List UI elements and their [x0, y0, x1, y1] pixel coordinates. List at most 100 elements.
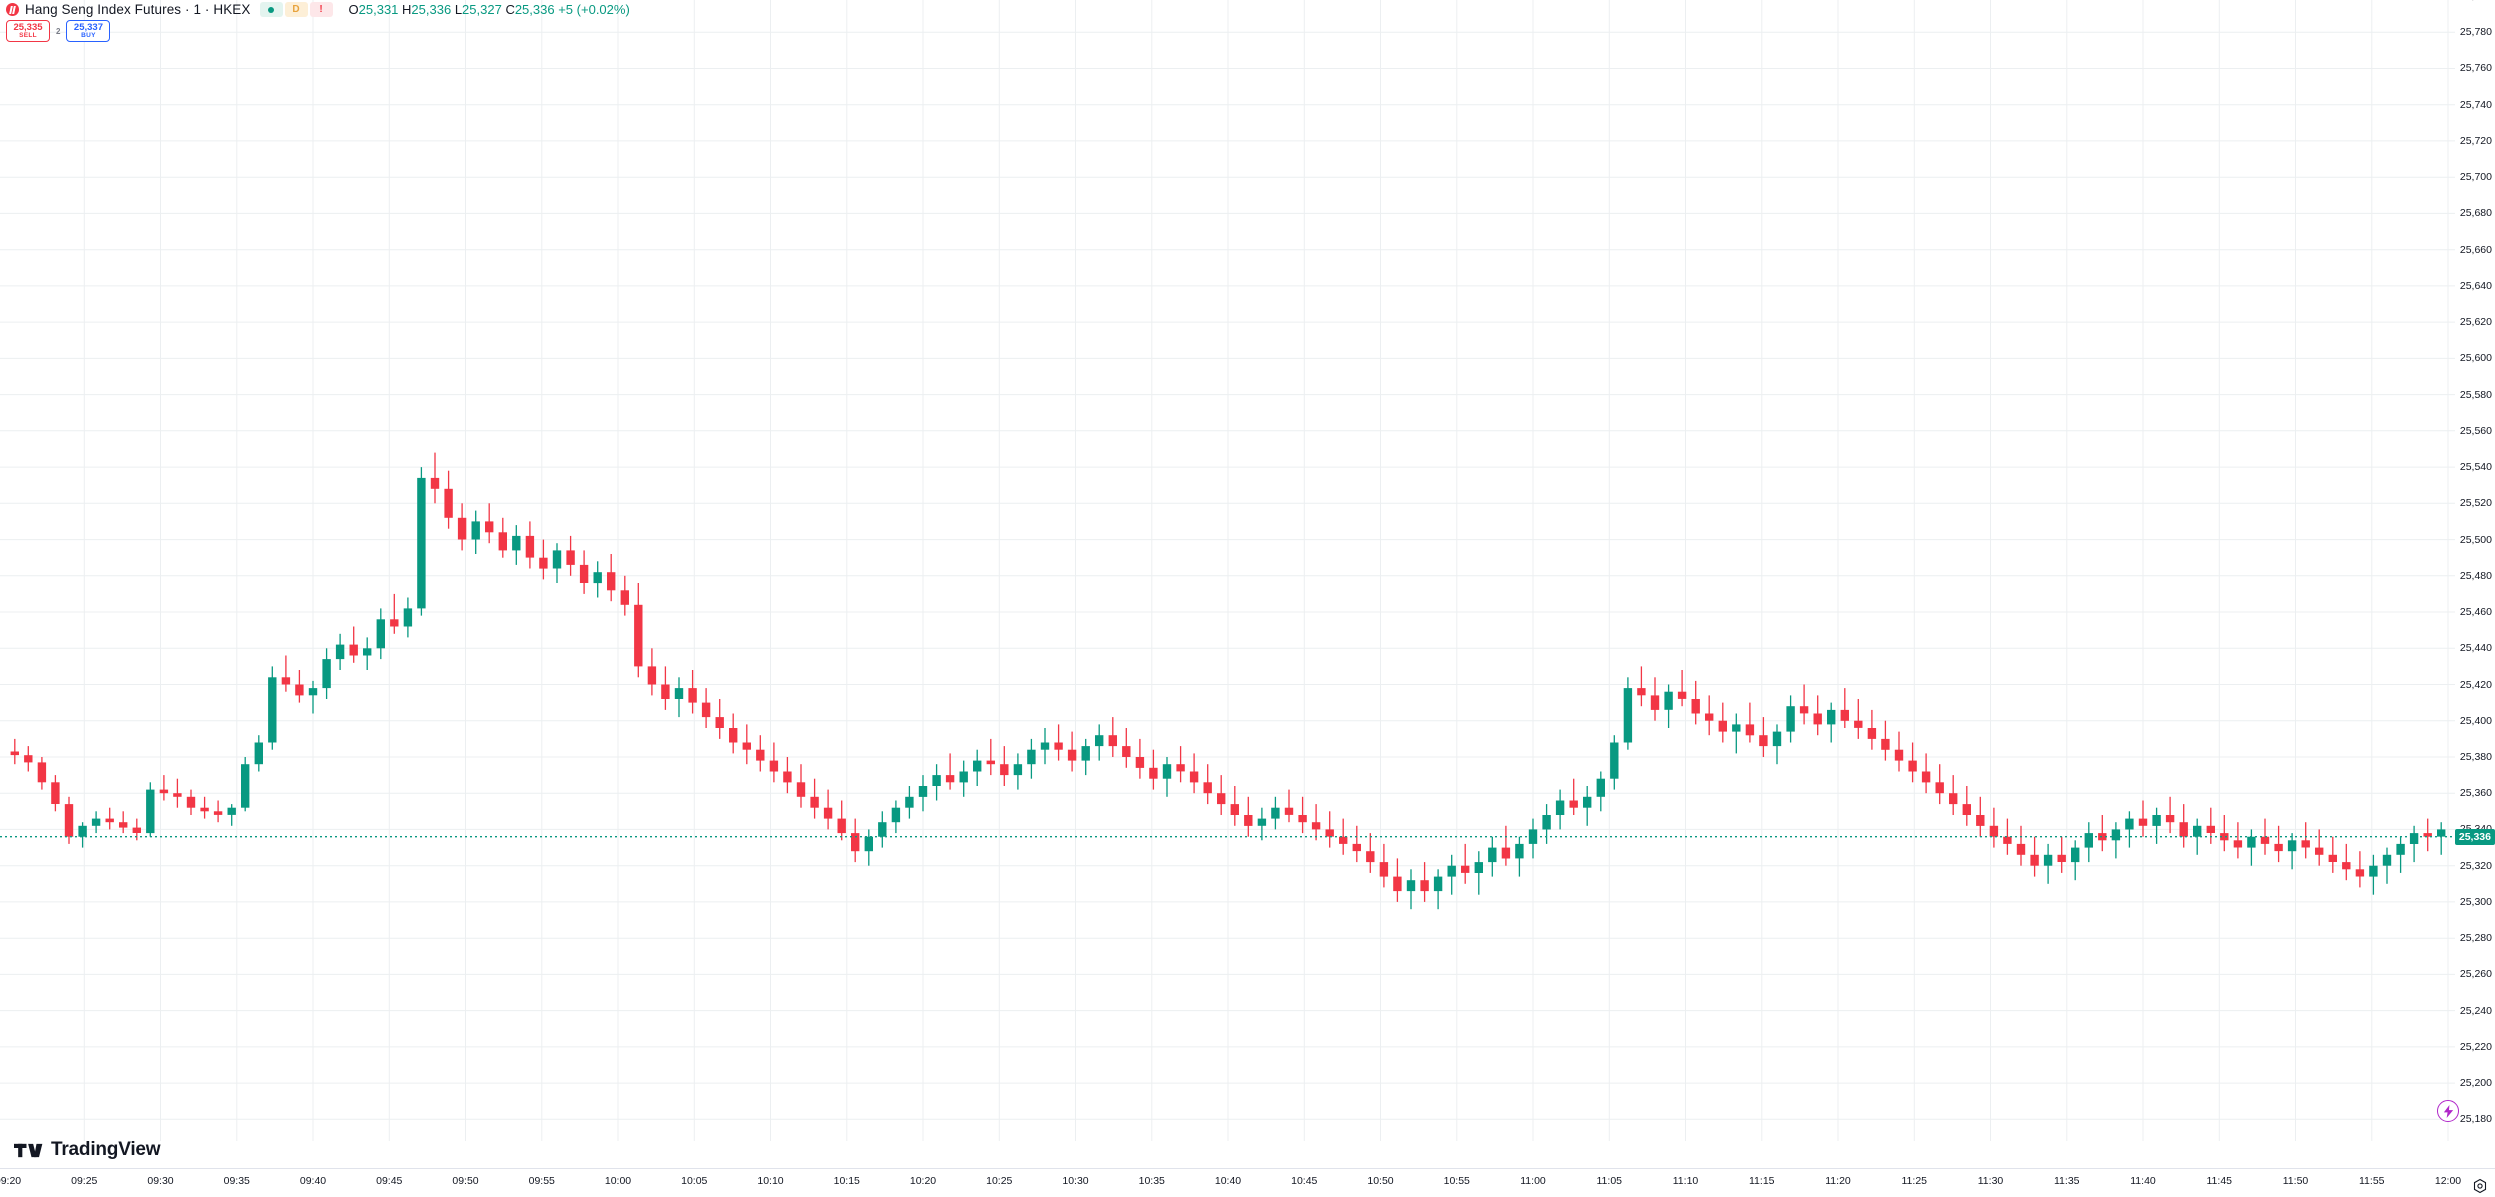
- change-value: +5: [558, 2, 574, 17]
- time-tick-label: 11:35: [2054, 1175, 2080, 1187]
- target-hexagon-icon[interactable]: [2472, 1178, 2488, 1194]
- time-tick-label: 11:25: [1901, 1175, 1928, 1187]
- warning-badge[interactable]: !: [309, 2, 333, 17]
- price-tick-label: 25,540: [2459, 461, 2492, 474]
- time-tick-label: 11:30: [1977, 1175, 2004, 1187]
- tradingview-mark-icon: [6, 3, 19, 16]
- open-value: 25,331: [358, 2, 399, 17]
- time-tick-label: 12:00: [2434, 1175, 2462, 1187]
- time-tick-label: 10:40: [1214, 1175, 1242, 1187]
- price-tick-label: 25,260: [2459, 968, 2492, 981]
- high-label: H: [402, 2, 412, 17]
- price-tick-label: 25,320: [2459, 859, 2492, 872]
- time-tick-label: 10:45: [1291, 1175, 1318, 1187]
- candlestick-svg: [0, 0, 2455, 1141]
- time-tick-label: 09:50: [452, 1175, 479, 1187]
- price-tick-label: 25,580: [2459, 388, 2492, 401]
- price-tick-label: 25,720: [2459, 134, 2492, 147]
- close-value: 25,336: [514, 2, 555, 17]
- vertical-gridlines: [83, 0, 2449, 1141]
- price-tick-label: 25,660: [2459, 243, 2492, 256]
- time-tick-label: 09:20: [0, 1175, 22, 1187]
- time-axis[interactable]: 09:20 09:25 09:30 09:35 09:40 09:45 09:50 09:55…: [0, 1168, 2495, 1197]
- trade-panel: 25,335 SELL 2 25,337 BUY: [6, 20, 111, 42]
- price-tick-label: 25,620: [2459, 316, 2492, 329]
- candlestick-plot-area[interactable]: [0, 0, 2455, 1169]
- change-percent: (+0.02%): [576, 2, 630, 17]
- time-tick-label: 11:20: [1825, 1175, 1851, 1187]
- market-status-dot-icon[interactable]: [259, 2, 283, 17]
- price-tick-label: 25,480: [2459, 569, 2492, 582]
- high-value: 25,336: [411, 2, 452, 17]
- time-tick-label: 11:55: [2359, 1175, 2385, 1187]
- time-tick-label: 11:15: [1749, 1175, 1775, 1187]
- price-tick-label: 25,220: [2459, 1040, 2492, 1053]
- buy-button[interactable]: 25,337 BUY: [66, 20, 111, 42]
- price-tick-label: 25,520: [2459, 497, 2492, 510]
- time-tick-label: 09:25: [71, 1175, 98, 1187]
- time-tick-label: 10:20: [909, 1175, 937, 1187]
- time-tick-label: 11:00: [1520, 1175, 1546, 1187]
- buy-price: 25,337: [73, 21, 103, 33]
- price-tick-label: 25,680: [2459, 207, 2492, 220]
- time-tick-label: 09:45: [376, 1175, 403, 1187]
- sell-button[interactable]: 25,335 SELL: [6, 20, 50, 42]
- price-tick-label: 25,400: [2459, 714, 2492, 727]
- time-tick-label: 09:55: [528, 1175, 555, 1187]
- open-label: O: [348, 2, 359, 17]
- time-tick-label: 11:45: [2206, 1175, 2233, 1187]
- price-tick-label: 25,740: [2459, 98, 2492, 111]
- lightning-bolt-icon[interactable]: [2437, 1100, 2459, 1122]
- current-price-badge[interactable]: 25,336: [2454, 828, 2495, 845]
- time-tick-label: 10:25: [986, 1175, 1013, 1187]
- time-tick-label: 09:35: [223, 1175, 250, 1187]
- time-tick-label: 10:30: [1062, 1175, 1089, 1187]
- time-tick-label: 10:50: [1367, 1175, 1394, 1187]
- time-tick-label: 10:35: [1138, 1175, 1165, 1187]
- chart-legend: Hang Seng Index Futures · 1 · HKEX D ! O…: [6, 2, 630, 17]
- price-tick-label: 25,420: [2459, 678, 2492, 691]
- price-tick-label: 25,560: [2459, 424, 2492, 437]
- time-tick-label: 10:05: [681, 1175, 708, 1187]
- low-value: 25,327: [462, 2, 502, 17]
- price-tick-label: 25,780: [2459, 26, 2492, 39]
- sell-price: 25,335: [13, 21, 43, 33]
- price-tick-label: 25,300: [2459, 895, 2492, 908]
- price-tick-label: 25,180: [2459, 1113, 2492, 1126]
- price-tick-label: 25,640: [2459, 279, 2492, 292]
- price-tick-label: 25,240: [2459, 1004, 2492, 1017]
- time-tick-label: 10:55: [1443, 1175, 1470, 1187]
- time-tick-label: 11:05: [1596, 1175, 1623, 1187]
- symbol-badges: D !: [259, 2, 335, 17]
- tradingview-logo-icon: [14, 1143, 43, 1157]
- time-tick-label: 10:00: [604, 1175, 632, 1187]
- sell-caption: SELL: [19, 32, 37, 39]
- price-tick-label: 25,460: [2459, 606, 2492, 619]
- price-axis[interactable]: 25,800 25,780 25,760 25,740 25,720 25,700 25,6…: [2454, 0, 2495, 1169]
- delayed-badge[interactable]: D: [284, 2, 308, 17]
- price-tick-label: 25,200: [2459, 1077, 2492, 1090]
- tradingview-logo-text: TradingView: [51, 1139, 161, 1160]
- time-tick-label: 10:10: [757, 1175, 784, 1187]
- price-tick-label: 25,500: [2459, 533, 2492, 546]
- tradingview-logo[interactable]: TradingView: [14, 1139, 161, 1161]
- price-tick-label: 25,380: [2459, 750, 2492, 763]
- price-tick-label: 25,280: [2459, 932, 2492, 945]
- time-tick-label: 09:30: [147, 1175, 174, 1187]
- price-tick-label: 25,360: [2459, 787, 2492, 800]
- spread-value: 2: [56, 26, 61, 36]
- price-tick-label: 25,440: [2459, 642, 2492, 655]
- bolt-glyph-icon: [2443, 1104, 2453, 1118]
- time-tick-label: 11:50: [2282, 1175, 2309, 1187]
- price-tick-label: 25,760: [2459, 62, 2492, 75]
- time-tick-label: 10:15: [833, 1175, 860, 1187]
- time-tick-label: 11:10: [1672, 1175, 1699, 1187]
- candle-series: [10, 452, 2446, 910]
- low-label: L: [454, 2, 463, 17]
- ohlc-values: O25,331 H25,336 L25,327 C25,336 +5 (+0.0…: [349, 2, 630, 17]
- time-tick-label: 11:40: [2130, 1175, 2156, 1187]
- symbol-title[interactable]: Hang Seng Index Futures · 1 · HKEX: [25, 2, 251, 17]
- time-tick-label: 09:40: [299, 1175, 327, 1187]
- price-tick-label: 25,700: [2459, 171, 2492, 184]
